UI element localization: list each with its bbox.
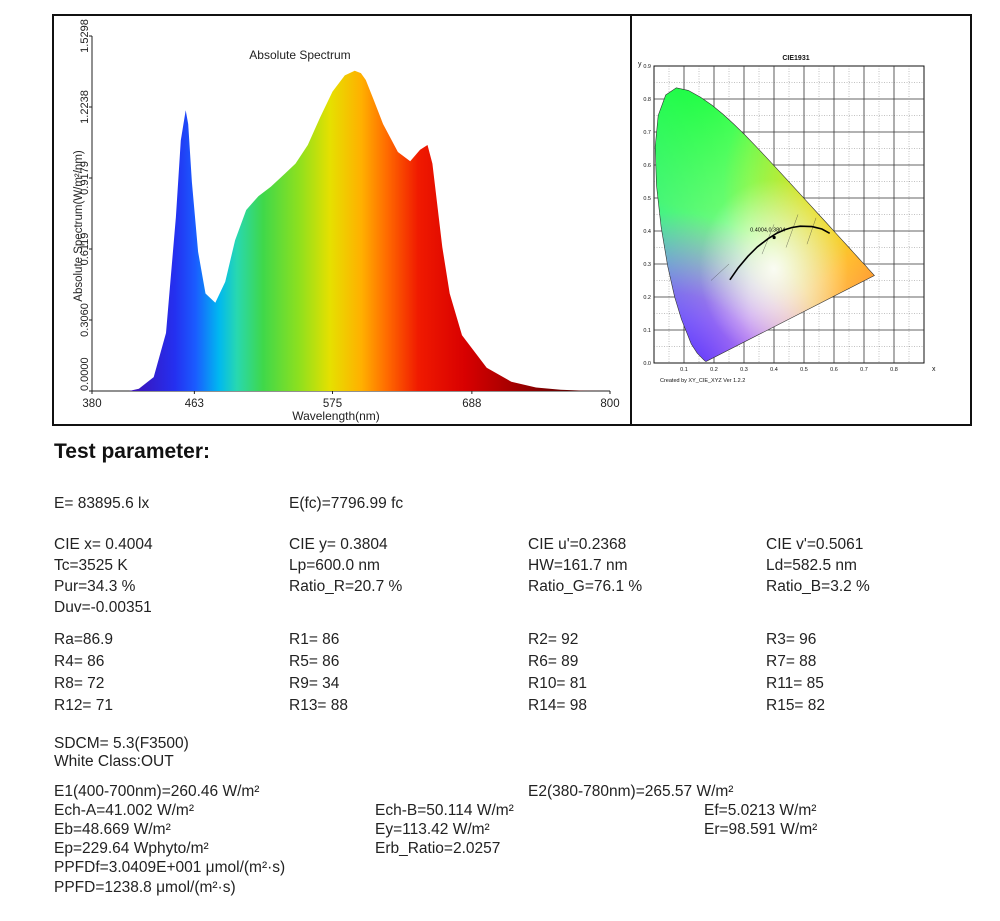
spectrum-x-tick-label: 800 — [600, 398, 619, 410]
duv-value: Duv=-0.00351 — [54, 599, 152, 616]
cie-y-axis-label: y — [638, 61, 642, 68]
r2-value: R2= 92 — [528, 631, 579, 648]
r13-value: R13= 88 — [289, 697, 349, 714]
r11-value: R11= 85 — [766, 675, 824, 692]
illuminance-lx: E= 83895.6 lx — [54, 495, 150, 512]
ey-value: Ey=113.42 W/m² — [375, 821, 490, 838]
r7-value: R7= 88 — [766, 653, 817, 670]
spectrum-area — [92, 70, 610, 392]
spectrum-x-ticks: 380 463 575 688 800 — [82, 391, 620, 410]
ech-a-value: Ech-A=41.002 W/m² — [54, 802, 194, 819]
cie-test-point — [772, 235, 776, 240]
cie-isotherm-line — [785, 214, 799, 248]
cie-x-value: CIE x= 0.4004 — [54, 536, 153, 553]
r8-value: R8= 72 — [54, 675, 105, 692]
ep-value: Ep=229.64 Wphyto/m² — [54, 840, 209, 857]
sdcm-value: SDCM= 5.3(F3500) — [54, 735, 189, 752]
ef-value: Ef=5.0213 W/m² — [704, 802, 817, 819]
cie-y-value: CIE y= 0.3804 — [289, 536, 388, 553]
r10-value: R10= 81 — [528, 675, 588, 692]
r1-value: R1= 86 — [289, 631, 340, 648]
cie-spectral-locus — [654, 87, 875, 362]
r3-value: R3= 96 — [766, 631, 817, 648]
ratio-r-value: Ratio_R=20.7 % — [289, 578, 403, 595]
cie-x-axis-label: x — [932, 366, 936, 373]
spectrum-y-tick-label: 0.9179 — [79, 161, 91, 195]
cie-y-tick-label: 0.0 — [643, 361, 651, 367]
cie-x-tick-label: 0.4 — [770, 367, 778, 373]
cie-y-ticks: 0.9 0.8 0.7 0.6 0.5 0.4 0.3 0.2 0.1 0.0 — [643, 64, 651, 367]
cie-point-label: 0.4004,0.3804 — [750, 227, 785, 233]
r6-value: R6= 89 — [528, 653, 579, 670]
cie-u-value: CIE u'=0.2368 — [528, 536, 627, 553]
r4-value: R4= 86 — [54, 653, 105, 670]
r12-value: R12= 71 — [54, 697, 114, 714]
cie-y-tick-label: 0.7 — [643, 130, 651, 136]
spectrum-y-tick-label: 0.0000 — [79, 357, 91, 391]
cie-x-tick-label: 0.7 — [860, 367, 868, 373]
cie-y-tick-label: 0.1 — [643, 328, 651, 334]
cie-x-ticks: 0.1 0.2 0.3 0.4 0.5 0.6 0.7 0.8 — [680, 367, 898, 373]
cie-x-tick-label: 0.8 — [890, 367, 898, 373]
cie-y-tick-label: 0.6 — [643, 163, 651, 169]
ra-value: Ra=86.9 — [54, 631, 114, 648]
spectrum-x-tick-label: 463 — [185, 398, 204, 410]
cie-v-value: CIE v'=0.5061 — [766, 536, 864, 553]
spectrum-x-tick-label: 380 — [82, 398, 101, 410]
spectrum-y-ticks: 0.0000 0.3060 0.6119 0.9179 1.2238 1.5298 — [79, 19, 92, 392]
r15-value: R15= 82 — [766, 697, 826, 714]
spectrum-title: Absolute Spectrum — [249, 48, 350, 62]
cie-isotherm-line — [806, 217, 817, 245]
spectrum-x-tick-label: 688 — [462, 398, 481, 410]
ratio-b-value: Ratio_B=3.2 % — [766, 578, 870, 595]
test-parameter-heading: Test parameter: — [54, 440, 211, 463]
cie-y-tick-label: 0.8 — [643, 97, 651, 103]
cie-y-tick-label: 0.5 — [643, 196, 651, 202]
spectrum-x-tick-label: 575 — [323, 398, 342, 410]
cie-x-tick-label: 0.1 — [680, 367, 688, 373]
ratio-g-value: Ratio_G=76.1 % — [528, 578, 643, 595]
ld-value: Ld=582.5 nm — [766, 557, 857, 574]
illuminance-fc: E(fc)=7796.99 fc — [289, 495, 404, 512]
eb-value: Eb=48.669 W/m² — [54, 821, 171, 838]
cie-x-tick-label: 0.6 — [830, 367, 838, 373]
e1-value: E1(400-700nm)=260.46 W/m² — [54, 783, 260, 800]
spectrum-y-label: Absolute Spectrum(W/m²/nm) — [73, 150, 85, 302]
cie-x-tick-label: 0.3 — [740, 367, 748, 373]
r5-value: R5= 86 — [289, 653, 340, 670]
ppfd-value: PPFD=1238.8 μmol/(m²·s) — [54, 879, 236, 896]
cie-x-tick-label: 0.5 — [800, 367, 808, 373]
hw-value: HW=161.7 nm — [528, 557, 628, 574]
cie-footer: Created by XY_CIE_XYZ Ver 1.2.2 — [660, 378, 745, 384]
cie-y-tick-label: 0.2 — [643, 295, 651, 301]
cie-y-tick-label: 0.4 — [643, 229, 651, 235]
ech-b-value: Ech-B=50.114 W/m² — [375, 802, 514, 819]
cie-planckian-locus — [729, 225, 831, 281]
cie-x-tick-label: 0.2 — [710, 367, 718, 373]
cie-isotherm-line — [710, 263, 730, 281]
spectrum-y-tick-label: 1.2238 — [79, 90, 91, 124]
erb-ratio-value: Erb_Ratio=2.0257 — [375, 840, 501, 857]
e2-value: E2(380-780nm)=265.57 W/m² — [528, 783, 734, 800]
cie-y-tick-label: 0.3 — [643, 262, 651, 268]
spectrum-chart: Absolute Spectrum Wavelength(nm) Absolut… — [73, 19, 620, 423]
r14-value: R14= 98 — [528, 697, 588, 714]
spectrum-x-label: Wavelength(nm) — [292, 409, 380, 423]
lp-value: Lp=600.0 nm — [289, 557, 380, 574]
pur-value: Pur=34.3 % — [54, 578, 136, 595]
charts-divider — [630, 14, 632, 426]
ppfdf-value: PPFDf=3.0409E+001 μmol/(m²·s) — [54, 859, 286, 876]
spectrum-y-tick-label: 0.6119 — [79, 233, 91, 266]
spectrum-y-tick-label: 1.5298 — [79, 19, 91, 53]
er-value: Er=98.591 W/m² — [704, 821, 818, 838]
tc-value: Tc=3525 K — [54, 557, 128, 574]
white-class-value: White Class:OUT — [54, 753, 174, 770]
r9-value: R9= 34 — [289, 675, 340, 692]
cie-chart: CIE1931 y x 0.4004,0.3804 0.90.80.70.60.… — [638, 55, 936, 384]
cie-y-tick-label: 0.9 — [643, 64, 651, 70]
spectrum-y-tick-label: 0.3060 — [79, 303, 91, 337]
cie-title: CIE1931 — [782, 55, 809, 62]
charts-frame — [52, 14, 972, 426]
